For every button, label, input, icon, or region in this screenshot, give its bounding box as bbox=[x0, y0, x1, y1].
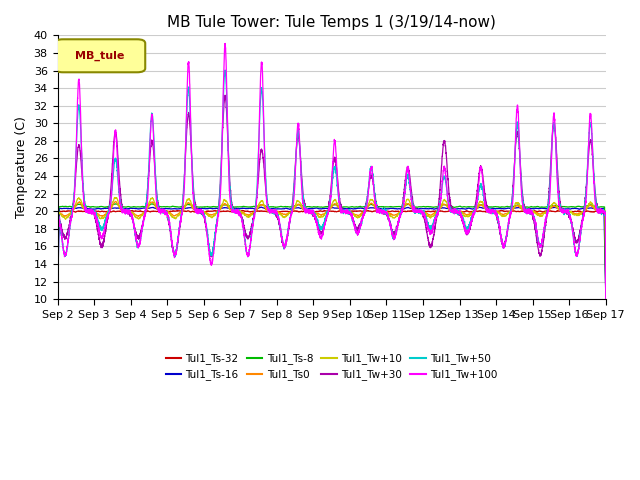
Legend: Tul1_Ts-32, Tul1_Ts-16, Tul1_Ts-8, Tul1_Ts0, Tul1_Tw+10, Tul1_Tw+30, Tul1_Tw+50,: Tul1_Ts-32, Tul1_Ts-16, Tul1_Ts-8, Tul1_… bbox=[161, 349, 502, 384]
Y-axis label: Temperature (C): Temperature (C) bbox=[15, 116, 28, 218]
Text: MB_tule: MB_tule bbox=[75, 51, 124, 61]
FancyBboxPatch shape bbox=[55, 39, 145, 72]
Title: MB Tule Tower: Tule Temps 1 (3/19/14-now): MB Tule Tower: Tule Temps 1 (3/19/14-now… bbox=[167, 15, 496, 30]
